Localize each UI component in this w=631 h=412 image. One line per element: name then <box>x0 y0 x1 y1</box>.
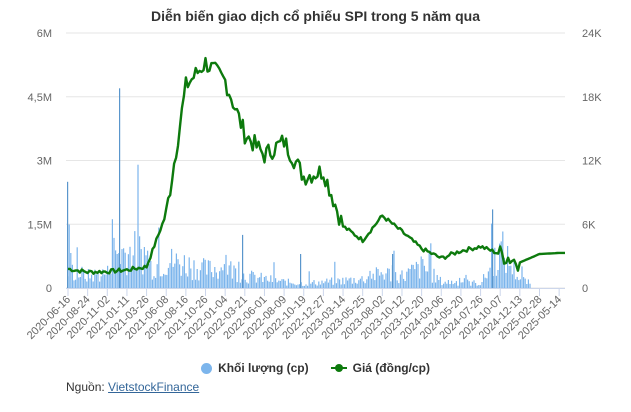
right-axis-tick-label: 6K <box>582 219 596 231</box>
chart-title: Diễn biến giao dịch cổ phiếu SPI trong 5… <box>150 8 481 24</box>
right-axis-tick-label: 24K <box>582 28 602 40</box>
left-axis-tick-label: 3M <box>37 156 52 168</box>
left-axis-tick-label: 6M <box>37 28 52 40</box>
legend-item-volume[interactable]: Khối lượng (cp) <box>201 361 309 375</box>
left-axis-tick-label: 0 <box>46 283 52 295</box>
left-axis-tick-label: 4,5M <box>28 92 52 104</box>
volume-bars[interactable] <box>67 88 531 289</box>
right-axis-tick-label: 0 <box>582 283 588 295</box>
source-prefix: Nguồn: <box>66 380 105 394</box>
volume-legend-dot-icon <box>201 362 213 374</box>
legend-price-label: Giá (đồng/cp) <box>352 361 430 375</box>
source-link[interactable]: VietstockFinance <box>108 380 200 394</box>
left-axis-tick-label: 1,5M <box>28 219 52 231</box>
right-axis-tick-label: 12K <box>582 156 602 168</box>
left-axis-ticks: 0 1,5M 3M 4,5M 6M <box>28 28 52 295</box>
x-axis: 2020-06-162020-08-242020-11-022021-01-11… <box>25 288 565 342</box>
legend-item-price[interactable]: Giá (đồng/cp) <box>330 361 430 375</box>
right-axis-tick-label: 18K <box>582 92 602 104</box>
legend: Khối lượng (cp) Giá (đồng/cp) <box>0 361 631 375</box>
legend-volume-label: Khối lượng (cp) <box>218 361 309 375</box>
price-line[interactable] <box>68 56 565 275</box>
price-legend-line-icon <box>330 363 347 373</box>
source-note: Nguồn: VietstockFinance <box>66 380 199 394</box>
right-axis-ticks: 0 6K 12K 18K 24K <box>582 28 602 295</box>
